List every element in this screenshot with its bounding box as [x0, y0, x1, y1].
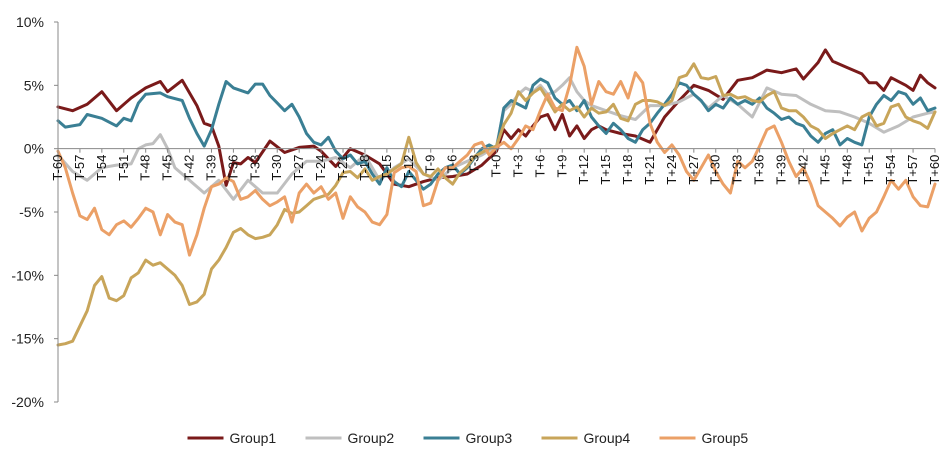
x-tick-label: T+36: [752, 155, 767, 185]
y-tick-label: -10%: [11, 267, 44, 283]
x-tick-label: T-57: [72, 155, 87, 181]
x-tick-label: T-45: [160, 155, 175, 181]
y-tick-label: -5%: [19, 204, 44, 220]
y-tick-label: -20%: [11, 394, 44, 410]
y-tick-label: 5%: [24, 77, 44, 93]
x-tick-label: T+30: [708, 155, 723, 185]
x-tick-label: T-18: [357, 155, 372, 181]
x-tick-label: T-54: [94, 155, 109, 181]
x-tick-label: T-51: [116, 155, 131, 181]
x-tick-label: T+39: [774, 155, 789, 185]
x-tick-label: T+0: [489, 155, 504, 178]
legend-label-group5: Group5: [702, 430, 749, 446]
series-line-group4: [56, 62, 937, 347]
x-tick-label: T-48: [138, 155, 153, 181]
x-tick-label: T+60: [927, 155, 942, 185]
legend-label-group1: Group1: [230, 430, 277, 446]
x-tick-label: T-24: [313, 155, 328, 181]
series-line-group5: [56, 45, 937, 257]
x-tick-label: T+51: [861, 155, 876, 185]
legend: Group1 Group2 Group3 Group4 Group5: [187, 430, 749, 446]
legend-label-group4: Group4: [584, 430, 631, 446]
series-line-group1: [56, 48, 937, 189]
x-tick-label: T-3: [467, 155, 482, 174]
legend-label-group3: Group3: [466, 430, 513, 446]
x-tick-label: T-9: [423, 155, 438, 174]
x-tick-label: T-21: [335, 155, 350, 181]
x-tick-label: T-6: [445, 155, 460, 174]
legend-label-group2: Group2: [348, 430, 395, 446]
series-layer: [56, 45, 937, 347]
x-tick-label: T+9: [554, 155, 569, 178]
x-tick-label: T+3: [510, 155, 525, 178]
x-tick-label: T-33: [247, 155, 262, 181]
x-tick-label: T-36: [225, 155, 240, 181]
x-tick-label: T-30: [269, 155, 284, 181]
x-tick-label: T+24: [664, 155, 679, 185]
x-tick-label: T-42: [182, 155, 197, 181]
x-tick-label: T+42: [795, 155, 810, 185]
x-tick-label: T+54: [883, 155, 898, 185]
x-tick-label: T+45: [817, 155, 832, 185]
series-line-group3: [56, 77, 937, 191]
y-tick-label: 0%: [24, 141, 44, 157]
x-tick-label: T-15: [379, 155, 394, 181]
y-tick-label: -15%: [11, 331, 44, 347]
y-axis-ticks: 10% 5% 0% -5% -10% -15% -20%: [11, 14, 58, 410]
x-tick-label: T+6: [532, 155, 547, 178]
y-tick-label: 10%: [16, 14, 44, 30]
x-tick-label: T-12: [401, 155, 416, 181]
x-tick-label: T+27: [686, 155, 701, 185]
x-axis-ticks: T-60 T-57 T-54 T-51 T-48 T-45 T-42 T-39 T-36 T-33…: [50, 148, 942, 185]
x-tick-label: T+18: [620, 155, 635, 185]
x-tick-label: T-27: [291, 155, 306, 181]
x-tick-label: T+15: [598, 155, 613, 185]
x-tick-label: T+12: [576, 155, 591, 185]
x-tick-label: T+48: [839, 155, 854, 185]
x-tick-label: T-60: [50, 155, 65, 181]
x-tick-label: T+33: [730, 155, 745, 185]
x-tick-label: T-39: [203, 155, 218, 181]
x-tick-label: T+57: [905, 155, 920, 185]
x-tick-label: T+21: [642, 155, 657, 185]
